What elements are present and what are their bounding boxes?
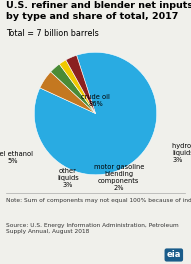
Text: U.S. refiner and blender net inputs
by type and share of total, 2017: U.S. refiner and blender net inputs by t… (6, 1, 191, 21)
Text: hydrocarbon gas
liquids
3%: hydrocarbon gas liquids 3% (172, 143, 191, 163)
Text: Source: U.S. Energy Information Administration, Petroleum
Supply Annual, August : Source: U.S. Energy Information Administ… (6, 223, 178, 234)
Text: other
liquids
3%: other liquids 3% (57, 168, 79, 188)
Text: Total = 7 billion barrels: Total = 7 billion barrels (6, 29, 99, 38)
Text: fuel ethanol
5%: fuel ethanol 5% (0, 151, 33, 164)
Wedge shape (66, 55, 96, 114)
Wedge shape (51, 64, 96, 114)
Wedge shape (40, 72, 96, 114)
Text: crude oil
86%: crude oil 86% (81, 93, 110, 107)
Wedge shape (34, 52, 157, 175)
Text: motor gasoline
blending
components
2%: motor gasoline blending components 2% (94, 164, 144, 191)
Wedge shape (59, 60, 96, 114)
Text: eia: eia (167, 251, 181, 260)
Text: Note: Sum of components may not equal 100% because of independent rounding.: Note: Sum of components may not equal 10… (6, 198, 191, 203)
